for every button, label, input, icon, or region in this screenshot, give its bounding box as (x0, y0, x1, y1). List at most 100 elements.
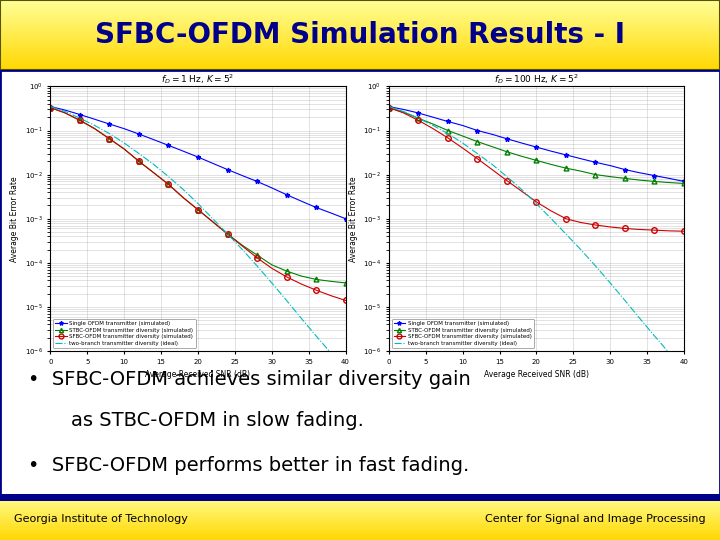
Bar (0, 40, 720, 41)
Bar (0, 19, 720, 20)
Bar (0, 36, 720, 37)
Bar (0, 49, 720, 50)
Bar (0, 6, 720, 7)
Text: Center for Signal and Image Processing: Center for Signal and Image Processing (485, 514, 706, 524)
Bar (0, 533, 720, 534)
Bar (0, 69, 720, 70)
Bar (0, 29, 720, 30)
Bar (0, 7, 720, 8)
Bar (0, 30, 720, 31)
Bar (0, 495, 720, 496)
Bar (0, 64, 720, 65)
Bar (0, 517, 720, 518)
Bar (0, 37, 720, 39)
Bar (0, 524, 720, 525)
Bar (0, 529, 720, 530)
Bar (0, 35, 720, 36)
Bar (0, 5, 720, 6)
Bar (0, 23, 720, 24)
Bar (0, 530, 720, 531)
Y-axis label: Average Bit Error Rate: Average Bit Error Rate (10, 176, 19, 261)
Bar (0, 504, 720, 505)
Bar (0, 38, 720, 40)
Bar (0, 496, 720, 497)
Bar (0, 27, 720, 28)
Legend: Single OFDM transmitter (simulated), STBC-OFDM transmitter diversity (simulated): Single OFDM transmitter (simulated), STB… (392, 319, 534, 348)
Bar (0, 509, 720, 510)
Bar (0, 68, 720, 69)
Bar (0, 51, 720, 52)
Bar (0, 22, 720, 23)
Bar (0, 519, 720, 521)
Bar (0, 526, 720, 528)
Bar (0, 33, 720, 34)
Bar (0, 56, 720, 57)
Bar (0, 502, 720, 503)
Bar (0, 26, 720, 27)
Bar (0, 531, 720, 532)
Bar (0, 521, 720, 522)
Bar (0, 523, 720, 524)
Bar (0, 45, 720, 47)
Bar (0, 525, 720, 526)
Bar (0, 13, 720, 14)
Bar (0, 10, 720, 12)
Bar (0, 52, 720, 54)
Bar (0, 538, 720, 539)
Bar (0, 43, 720, 44)
Text: SFBC-OFDM Simulation Results - I: SFBC-OFDM Simulation Results - I (95, 21, 625, 49)
Bar (0, 41, 720, 42)
Bar (0, 50, 720, 51)
Text: •  SFBC-OFDM performs better in fast fading.: • SFBC-OFDM performs better in fast fadi… (28, 456, 469, 475)
Bar (0, 510, 720, 511)
Bar (0, 511, 720, 512)
X-axis label: Average Received SNR (dB): Average Received SNR (dB) (145, 370, 251, 379)
Bar (0, 1, 720, 2)
Title: $f_D=100$ Hz, $K=5^2$: $f_D=100$ Hz, $K=5^2$ (494, 72, 579, 86)
Bar (0, 535, 720, 537)
Bar (0, 42, 720, 43)
Bar (0, 3, 720, 5)
Text: Georgia Institute of Technology: Georgia Institute of Technology (14, 514, 188, 524)
Bar (0, 14, 720, 15)
Bar (0, 47, 720, 48)
Bar (0, 12, 720, 13)
Bar (0, 514, 720, 515)
Bar (0, 65, 720, 66)
Bar (0, 66, 720, 68)
Bar (0, 539, 720, 540)
Text: •  SFBC-OFDM achieves similar diversity gain: • SFBC-OFDM achieves similar diversity g… (28, 370, 471, 389)
Bar (0, 534, 720, 536)
Y-axis label: Average Bit Error Rate: Average Bit Error Rate (348, 176, 358, 261)
Bar (0, 532, 720, 533)
Bar (0, 2, 720, 3)
Bar (0, 494, 720, 495)
Bar (0, 507, 720, 508)
Bar (0, 62, 720, 63)
Bar (0, 522, 720, 523)
Bar (0, 515, 720, 516)
Bar (0, 503, 720, 504)
Title: $f_D=1$ Hz, $K=5^2$: $f_D=1$ Hz, $K=5^2$ (161, 72, 235, 86)
Bar (0, 9, 720, 10)
Bar (0, 508, 720, 509)
Bar (0, 17, 720, 19)
Bar (0, 497, 720, 499)
Bar (0, 31, 720, 33)
Bar (0, 512, 720, 514)
Bar (0, 48, 720, 49)
X-axis label: Average Received SNR (dB): Average Received SNR (dB) (484, 370, 589, 379)
Bar (0, 518, 720, 519)
Bar (0, 58, 720, 60)
Bar (0, 59, 720, 61)
Bar (0, 8, 720, 9)
Bar (0, 0, 720, 1)
Bar (0, 16, 720, 17)
Bar (0, 61, 720, 62)
Bar (0, 500, 720, 501)
Bar (0, 57, 720, 58)
Text: as STBC-OFDM in slow fading.: as STBC-OFDM in slow fading. (71, 411, 364, 430)
Bar (0, 15, 720, 16)
Bar (0, 34, 720, 35)
Bar (0, 54, 720, 55)
